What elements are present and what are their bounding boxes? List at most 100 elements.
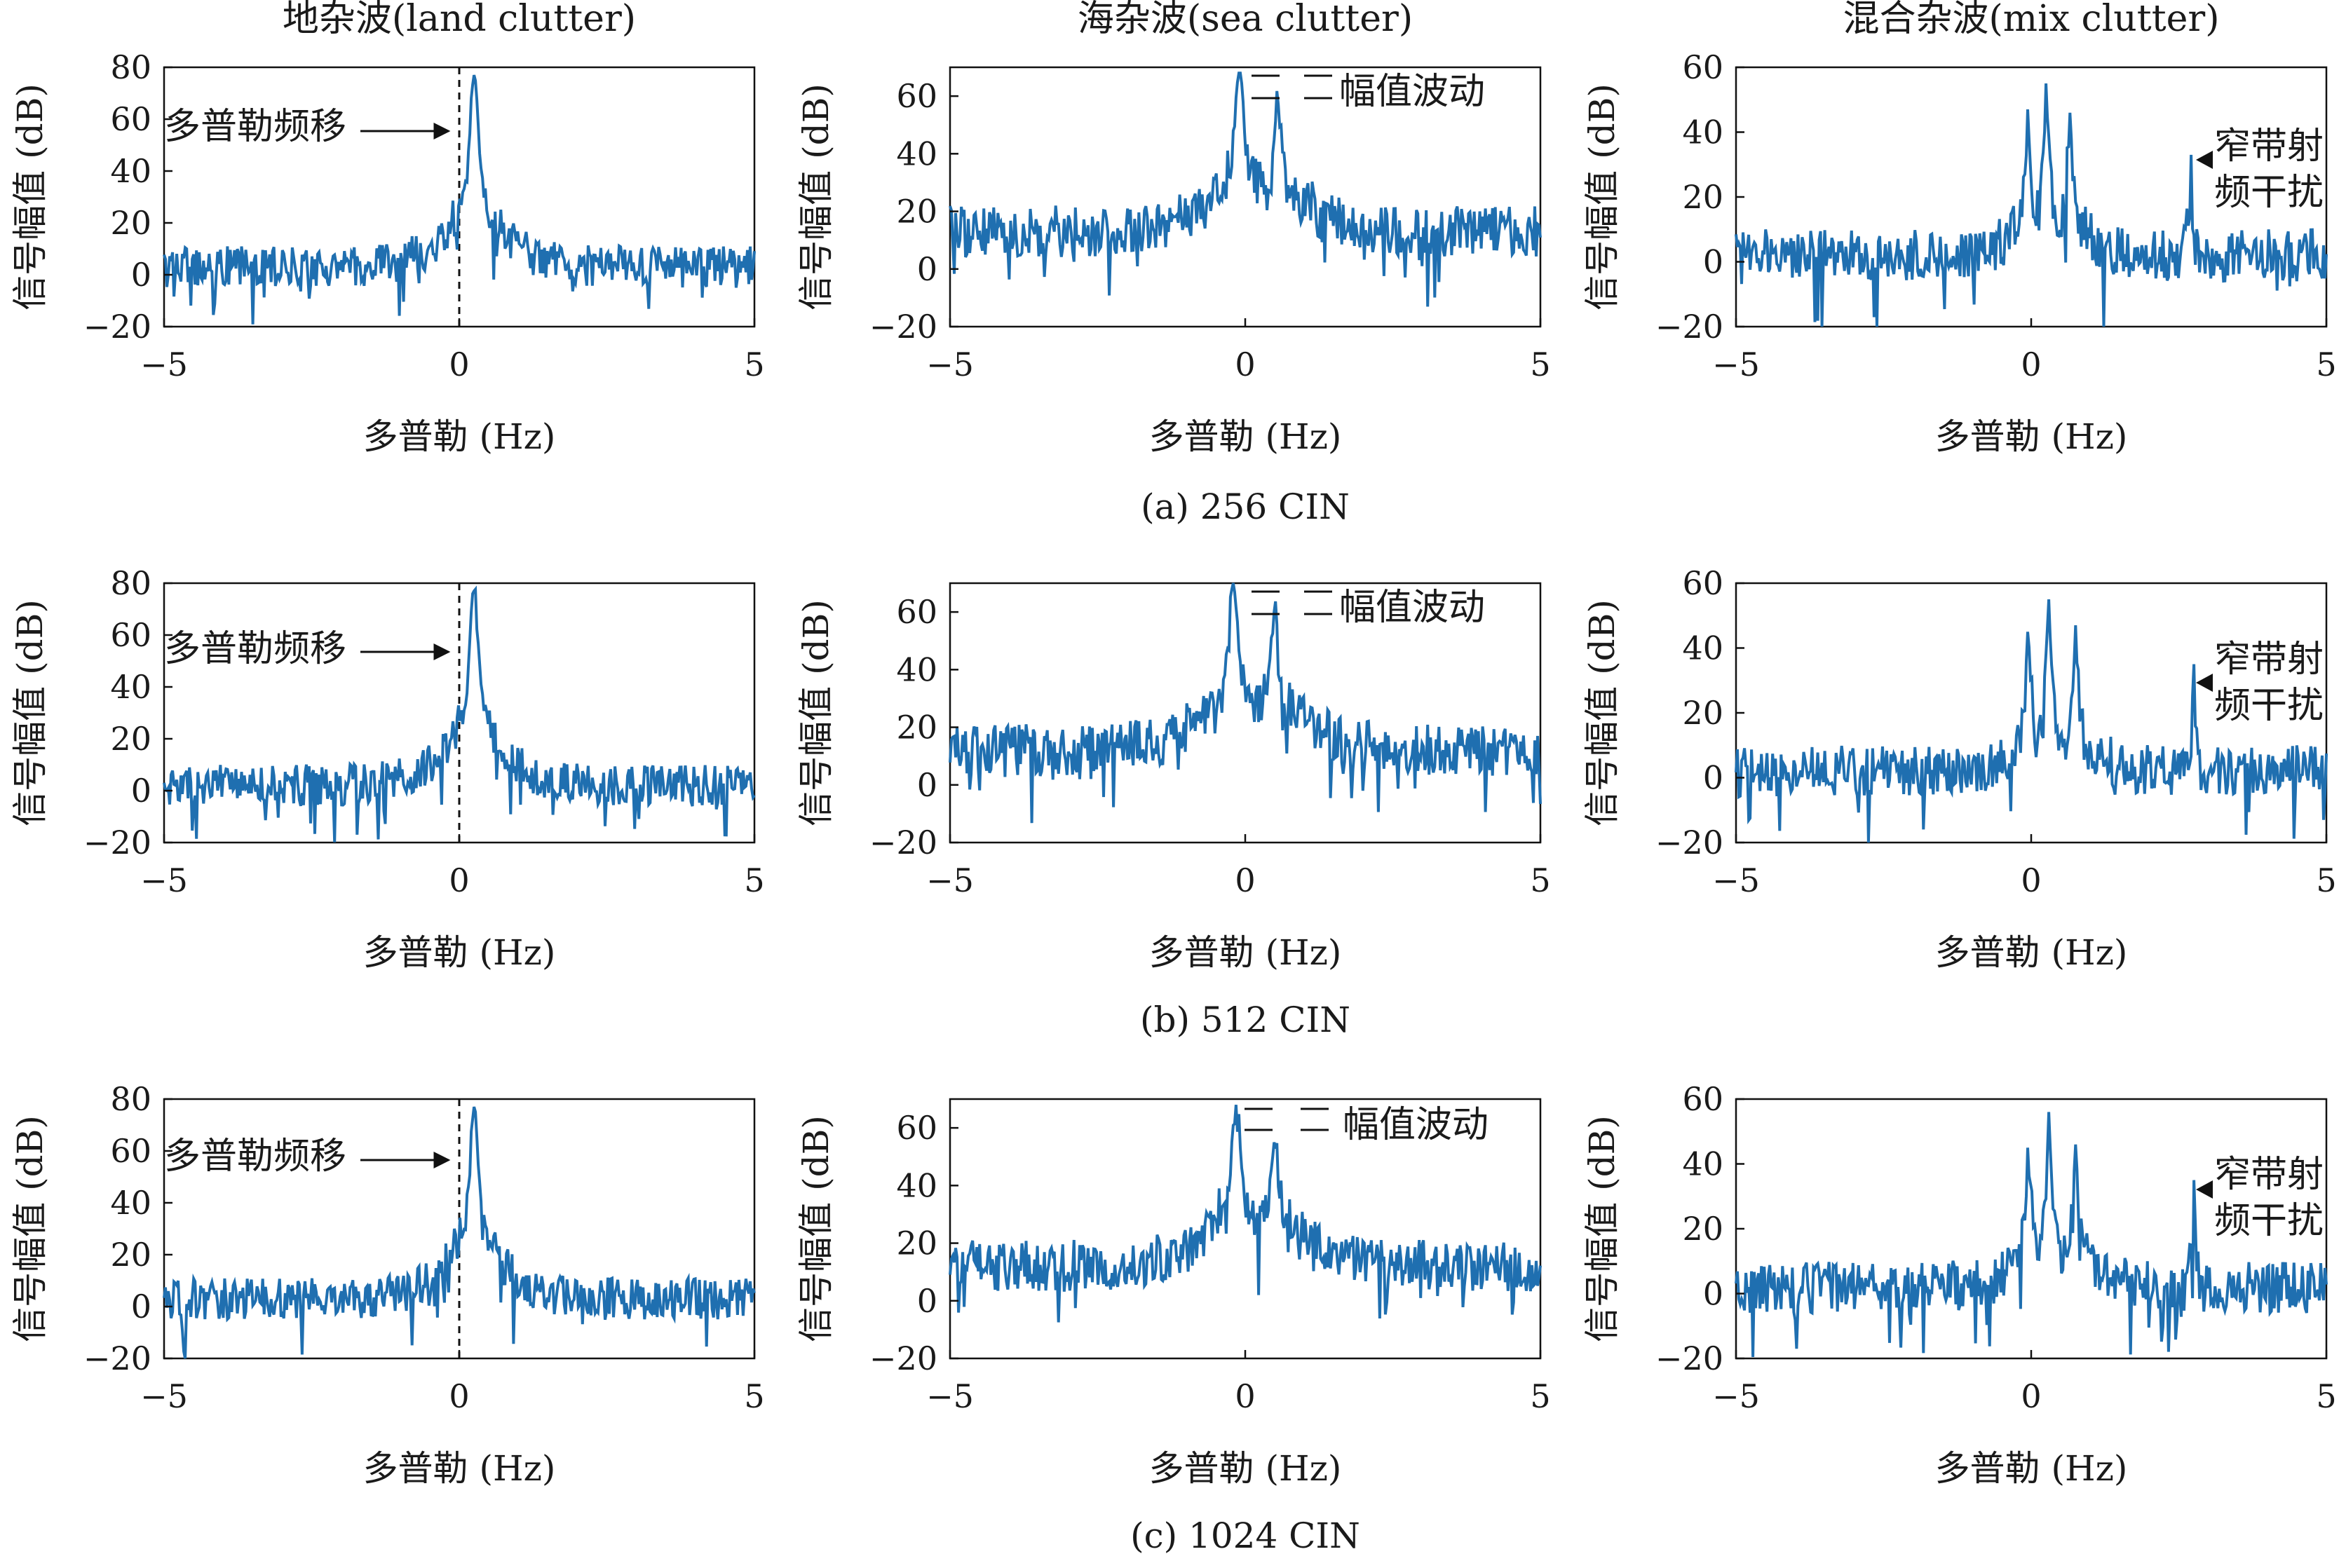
y-tick-label: 80 (110, 48, 151, 86)
x-tick-label: −5 (926, 861, 974, 899)
y-tick-label: 60 (896, 77, 937, 115)
x-axis-label: 多普勒 (Hz) (1935, 416, 2128, 457)
x-tick-label: 0 (2021, 1377, 2041, 1415)
y-tick-label: −20 (83, 1339, 151, 1377)
panel-b-mix: 60 40 20 0 −20−5 0 5 多普勒 (Hz) 信号幅值 (dB) 窄带射 频干… (1582, 564, 2337, 973)
column-title-mix: 混合杂波(mix clutter) (1843, 0, 2219, 40)
annotation-doppler-shift: 多普勒频移 (164, 628, 346, 670)
x-tick-label: 5 (1530, 346, 1550, 383)
y-tick-label: −20 (83, 824, 151, 861)
y-tick-label: 40 (110, 668, 151, 706)
y-tick-label: 40 (110, 1184, 151, 1222)
x-tick-label: 5 (2316, 346, 2336, 383)
x-axis-label: 多普勒 (Hz) (1149, 932, 1342, 973)
y-tick-label: 20 (110, 204, 151, 242)
y-tick-label: 40 (896, 1166, 937, 1204)
annotation-doppler-shift: 多普勒频移 (164, 106, 346, 148)
panel-a-sea: 60 40 20 0 −20−5 0 5 多普勒 (Hz) 信号幅值 (dB) 幅值波动 (796, 66, 1551, 457)
panel-b-sea: 60 40 20 0 −20−5 0 5 多普勒 (Hz) 信号幅值 (dB) 幅值波动 (796, 582, 1551, 973)
x-tick-label: 5 (2316, 1377, 2336, 1415)
y-axis-label: 信号幅值 (dB) (10, 599, 50, 826)
y-tick-label: 20 (1682, 1210, 1723, 1248)
y-tick-label: 40 (896, 650, 937, 688)
x-axis-label: 多普勒 (Hz) (363, 932, 556, 973)
y-tick-label: −20 (869, 1339, 937, 1377)
y-axis-label: 信号幅值 (dB) (796, 599, 836, 826)
y-tick-label: 20 (896, 193, 937, 231)
annotation-narrowband-line2: 频干扰 (2214, 1200, 2324, 1242)
y-tick-label: 0 (1703, 759, 1723, 797)
y-tick-label: 20 (1682, 178, 1723, 216)
annotation-narrowband-line1: 窄带射 (2214, 1154, 2324, 1196)
annotation-amplitude-fluctuation: 幅值波动 (1343, 1104, 1489, 1146)
y-tick-label: 60 (1682, 48, 1723, 86)
y-tick-label: 0 (917, 766, 937, 804)
y-tick-label: 40 (1682, 629, 1723, 667)
y-tick-label: 60 (1682, 1080, 1723, 1118)
y-tick-label: 80 (110, 564, 151, 602)
annotation-narrowband-line1: 窄带射 (2214, 639, 2324, 681)
annotation-narrowband-line2: 频干扰 (2214, 172, 2324, 214)
x-axis-label: 多普勒 (Hz) (1935, 1448, 2128, 1489)
y-tick-label: −20 (83, 308, 151, 346)
y-axis-label: 信号幅值 (dB) (796, 1115, 836, 1342)
series-line (163, 74, 756, 325)
annotation-narrowband-line1: 窄带射 (2214, 125, 2324, 168)
y-tick-label: 20 (110, 720, 151, 758)
series-line (949, 71, 1542, 307)
x-tick-label: 5 (2316, 861, 2336, 899)
y-tick-label: 0 (131, 772, 151, 810)
x-tick-label: 0 (449, 1377, 469, 1415)
y-tick-label: 0 (131, 256, 151, 294)
y-tick-label: 40 (110, 152, 151, 190)
y-tick-label: 20 (110, 1236, 151, 1274)
series-line (949, 1105, 1542, 1323)
x-tick-label: 5 (1530, 861, 1550, 899)
y-axis-label: 信号幅值 (dB) (10, 1115, 50, 1342)
x-axis-label: 多普勒 (Hz) (1149, 416, 1342, 457)
y-tick-label: 60 (110, 616, 151, 654)
x-tick-label: 0 (1235, 861, 1255, 899)
x-tick-label: 0 (449, 346, 469, 383)
y-axis-label: 信号幅值 (dB) (1582, 83, 1622, 311)
x-tick-label: −5 (1712, 861, 1760, 899)
y-tick-label: 80 (110, 1080, 151, 1118)
x-tick-label: 5 (1530, 1377, 1550, 1415)
x-tick-label: −5 (1712, 1377, 1760, 1415)
y-tick-label: −20 (1655, 1339, 1723, 1377)
series-line (1735, 1112, 2328, 1358)
x-axis-label: 多普勒 (Hz) (363, 416, 556, 457)
y-tick-label: 20 (896, 709, 937, 746)
x-tick-label: −5 (140, 1377, 188, 1415)
row-caption-b: (b) 512 CIN (1140, 1000, 1350, 1040)
y-tick-label: 60 (1682, 564, 1723, 602)
y-axis-label: 信号幅值 (dB) (1582, 1115, 1622, 1342)
annotation-amplitude-fluctuation: 幅值波动 (1339, 587, 1485, 629)
x-tick-label: 0 (2021, 346, 2041, 383)
panel-a-land: 80 60 40 20 0 −20−5 0 5 多普勒 (Hz) 信号幅值 (dB) 多普勒频… (10, 48, 765, 457)
y-tick-label: 0 (131, 1288, 151, 1325)
x-axis-label: 多普勒 (Hz) (1149, 1448, 1342, 1489)
x-tick-label: −5 (1712, 346, 1760, 383)
y-tick-label: 60 (110, 100, 151, 138)
y-tick-label: 20 (1682, 694, 1723, 732)
row-caption-c: (c) 1024 CIN (1130, 1515, 1360, 1556)
y-tick-label: −20 (1655, 824, 1723, 861)
panel-c-land: 80 60 40 20 0 −20−5 0 5 多普勒 (Hz) 信号幅值 (dB) 多普勒频… (10, 1080, 765, 1489)
x-tick-label: 5 (744, 861, 764, 899)
x-tick-label: 0 (1235, 346, 1255, 383)
annotation-amplitude-fluctuation: 幅值波动 (1339, 71, 1485, 113)
y-tick-label: 0 (917, 250, 937, 288)
y-tick-label: 20 (896, 1225, 937, 1262)
y-axis-label: 信号幅值 (dB) (1582, 599, 1622, 826)
y-tick-label: 0 (917, 1282, 937, 1320)
y-tick-label: −20 (1655, 308, 1723, 346)
x-tick-label: 0 (2021, 861, 2041, 899)
annotation-doppler-shift: 多普勒频移 (164, 1136, 346, 1178)
series-line (163, 1106, 756, 1359)
y-tick-label: −20 (869, 824, 937, 861)
x-tick-label: 5 (744, 346, 764, 383)
x-tick-label: −5 (926, 346, 974, 383)
panel-c-mix: 60 40 20 0 −20−5 0 5 多普勒 (Hz) 信号幅值 (dB) 窄带射 频干… (1582, 1080, 2337, 1489)
